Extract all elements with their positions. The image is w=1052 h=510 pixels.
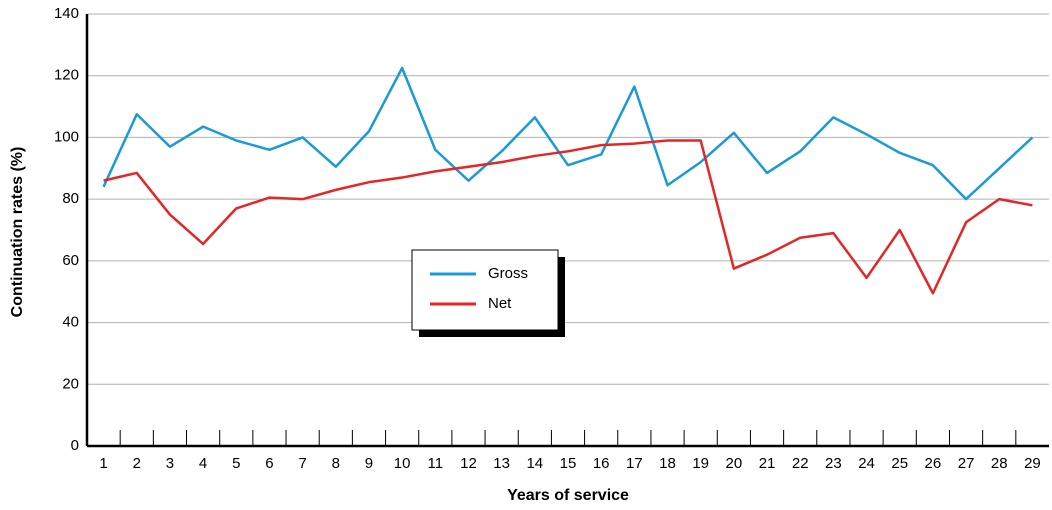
- line-series: [102, 66, 1034, 201]
- x-tick-label: 25: [891, 455, 908, 472]
- x-tick-label: 17: [626, 455, 643, 472]
- x-tick-label: 28: [991, 455, 1008, 472]
- x-tick-label: 1: [99, 455, 107, 472]
- y-axis-title: Continuation rates (%): [9, 147, 26, 318]
- y-tick-label: 60: [62, 252, 79, 269]
- y-tick-label: 140: [54, 5, 79, 22]
- y-tick-label: 40: [62, 314, 79, 331]
- y-tick-label: 80: [62, 190, 79, 207]
- y-tick-label: 120: [54, 67, 79, 84]
- x-tick-label: 26: [925, 455, 942, 472]
- x-tick-label: 6: [265, 455, 273, 472]
- x-axis-title: Years of service: [507, 487, 629, 504]
- x-tick-label: 10: [394, 455, 411, 472]
- x-tick-label: 20: [726, 455, 743, 472]
- line-series: [103, 139, 1033, 295]
- x-tick-label: 11: [428, 455, 444, 472]
- legend-label: Gross: [488, 265, 528, 282]
- x-tick-label: 4: [199, 455, 207, 472]
- y-tick-label: 20: [62, 375, 79, 392]
- x-tick-label: 7: [298, 455, 306, 472]
- x-tick-label: 3: [166, 455, 174, 472]
- x-tick-label: 27: [958, 455, 975, 472]
- x-tick-label: 12: [460, 455, 477, 472]
- x-tick-label: 18: [659, 455, 676, 472]
- x-tick-label: 23: [825, 455, 842, 472]
- x-tick-label: 15: [560, 455, 577, 472]
- x-tick-label: 2: [133, 455, 141, 472]
- x-tick-label: 19: [692, 455, 709, 472]
- x-tick-label: 22: [792, 455, 809, 472]
- x-tick-label: 16: [593, 455, 610, 472]
- x-tick-label: 24: [858, 455, 875, 472]
- x-tick-label: 5: [232, 455, 240, 472]
- legend-box: [411, 249, 559, 331]
- x-tick-label: 14: [526, 455, 543, 472]
- legend-label: Net: [488, 295, 512, 312]
- x-tick-label: 8: [332, 455, 340, 472]
- y-tick-label: 0: [71, 437, 79, 454]
- x-tick-label: 21: [759, 455, 776, 472]
- x-tick-label: 29: [1024, 455, 1041, 472]
- y-tick-label: 100: [54, 128, 79, 145]
- x-tick-label: 13: [493, 455, 510, 472]
- x-tick-label: 9: [365, 455, 373, 472]
